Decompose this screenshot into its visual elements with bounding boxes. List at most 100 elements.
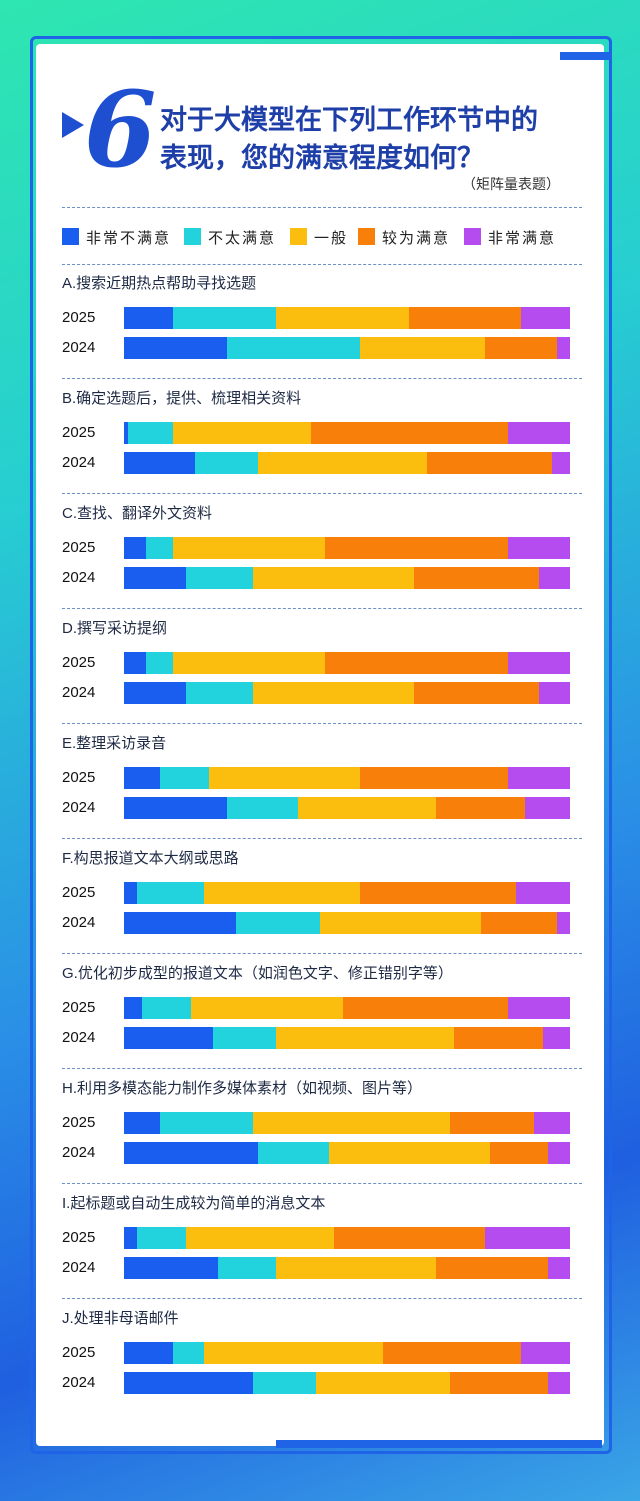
bar-segment-neutral	[320, 912, 481, 934]
bar-segment-not-very-satisfied	[217, 1257, 276, 1279]
divider	[62, 608, 582, 609]
bar-segment-neutral	[315, 1372, 450, 1394]
bar-segment-very-dissatisfied	[124, 882, 138, 904]
bar-segment-fairly-satisfied	[427, 452, 553, 474]
bar-segment-fairly-satisfied	[480, 912, 557, 934]
bar-segment-neutral	[257, 452, 428, 474]
divider	[62, 378, 582, 379]
bar-segment-neutral	[204, 882, 361, 904]
category-section: I.起标题或自动生成较为简单的消息文本 2025 2024	[62, 1192, 582, 1299]
bar-segment-fairly-satisfied	[489, 1142, 548, 1164]
bar-segment-very-dissatisfied	[124, 1142, 258, 1164]
year-label: 2025	[62, 769, 96, 786]
bar-segment-very-dissatisfied	[124, 422, 129, 444]
bar-segment-not-very-satisfied	[146, 537, 174, 559]
legend-swatch	[290, 228, 307, 245]
divider	[62, 953, 582, 954]
legend-swatch	[184, 228, 201, 245]
bar-segment-very-dissatisfied	[124, 912, 236, 934]
bar-segment-very-dissatisfied	[124, 767, 160, 789]
bar-segment-neutral	[173, 652, 325, 674]
bar-row-2024	[124, 912, 570, 934]
bar-segment-not-very-satisfied	[173, 1342, 205, 1364]
year-label: 2025	[62, 999, 96, 1016]
category-section: B.确定选题后，提供、梳理相关资料 2025 2024	[62, 387, 582, 494]
bar-segment-very-dissatisfied	[124, 1227, 138, 1249]
bar-segment-neutral	[173, 422, 312, 444]
bar-segment-very-satisfied	[507, 997, 570, 1019]
category-section: F.构思报道文本大纲或思路 2025 2024	[62, 847, 582, 954]
content-card	[36, 44, 604, 1446]
year-label: 2025	[62, 884, 96, 901]
year-label: 2024	[62, 684, 96, 701]
frame-accent-bottom	[276, 1440, 602, 1448]
bar-segment-not-very-satisfied	[235, 912, 321, 934]
category-section: E.整理采访录音 2025 2024	[62, 732, 582, 839]
bar-segment-not-very-satisfied	[159, 767, 209, 789]
category-section: D.撰写采访提纲 2025 2024	[62, 617, 582, 724]
bar-segment-fairly-satisfied	[324, 652, 508, 674]
divider	[62, 493, 582, 494]
bar-row-2025	[124, 1227, 570, 1249]
year-label: 2025	[62, 539, 96, 556]
bar-segment-neutral	[329, 1142, 490, 1164]
legend-label: 不太满意	[208, 230, 277, 247]
divider	[62, 1298, 582, 1299]
bar-segment-fairly-satisfied	[449, 1112, 535, 1134]
bar-row-2024	[124, 567, 570, 589]
bar-segment-fairly-satisfied	[413, 682, 539, 704]
bar-segment-very-dissatisfied	[124, 537, 147, 559]
category-section: G.优化初步成型的报道文本（如润色文字、修正错别字等） 2025 2024	[62, 962, 582, 1069]
bar-segment-not-very-satisfied	[186, 567, 254, 589]
bar-segment-fairly-satisfied	[409, 307, 521, 329]
bar-segment-fairly-satisfied	[454, 1027, 544, 1049]
bar-segment-very-satisfied	[507, 652, 570, 674]
bar-segment-fairly-satisfied	[360, 767, 508, 789]
bar-segment-fairly-satisfied	[413, 567, 539, 589]
divider	[62, 1068, 582, 1069]
bar-segment-fairly-satisfied	[436, 1257, 548, 1279]
category-label: A.搜索近期热点帮助寻找选题	[62, 275, 257, 292]
bar-segment-not-very-satisfied	[173, 307, 276, 329]
bar-segment-not-very-satisfied	[257, 1142, 330, 1164]
year-label: 2024	[62, 339, 96, 356]
category-section: C.查找、翻译外文资料 2025 2024	[62, 502, 582, 609]
bar-segment-neutral	[253, 567, 414, 589]
bar-segment-not-very-satisfied	[128, 422, 174, 444]
bar-segment-very-dissatisfied	[124, 1372, 254, 1394]
bar-segment-very-dissatisfied	[124, 682, 187, 704]
bar-segment-very-satisfied	[552, 452, 570, 474]
bar-segment-not-very-satisfied	[159, 1112, 254, 1134]
chart-subtitle: （矩阵量表题）	[462, 176, 560, 192]
bar-segment-fairly-satisfied	[333, 1227, 486, 1249]
bar-segment-very-satisfied	[525, 797, 570, 819]
year-label: 2024	[62, 569, 96, 586]
bar-segment-neutral	[275, 1257, 437, 1279]
category-label: F.构思报道文本大纲或思路	[62, 850, 239, 867]
bar-segment-very-satisfied	[520, 307, 570, 329]
year-label: 2024	[62, 1259, 96, 1276]
bar-row-2025	[124, 422, 570, 444]
category-section: H.利用多模态能力制作多媒体素材（如视频、图片等） 2025 2024	[62, 1077, 582, 1184]
bar-segment-very-dissatisfied	[124, 652, 147, 674]
bar-row-2024	[124, 797, 570, 819]
bar-segment-neutral	[275, 1027, 455, 1049]
bar-row-2025	[124, 537, 570, 559]
year-label: 2024	[62, 454, 96, 471]
bar-segment-neutral	[253, 682, 414, 704]
bar-segment-fairly-satisfied	[449, 1372, 548, 1394]
bar-segment-very-satisfied	[538, 682, 570, 704]
frame-accent-top	[560, 52, 610, 60]
bar-segment-very-satisfied	[556, 337, 570, 359]
divider	[62, 207, 582, 208]
bar-row-2024	[124, 1027, 570, 1049]
year-label: 2024	[62, 1374, 96, 1391]
legend-label: 一般	[314, 230, 349, 247]
category-label: E.整理采访录音	[62, 735, 167, 752]
legend-label: 非常满意	[488, 230, 557, 247]
bar-row-2024	[124, 682, 570, 704]
year-label: 2025	[62, 1344, 96, 1361]
category-label: B.确定选题后，提供、梳理相关资料	[62, 390, 302, 407]
bar-segment-fairly-satisfied	[485, 337, 557, 359]
category-section: A.搜索近期热点帮助寻找选题 2025 2024	[62, 272, 582, 379]
